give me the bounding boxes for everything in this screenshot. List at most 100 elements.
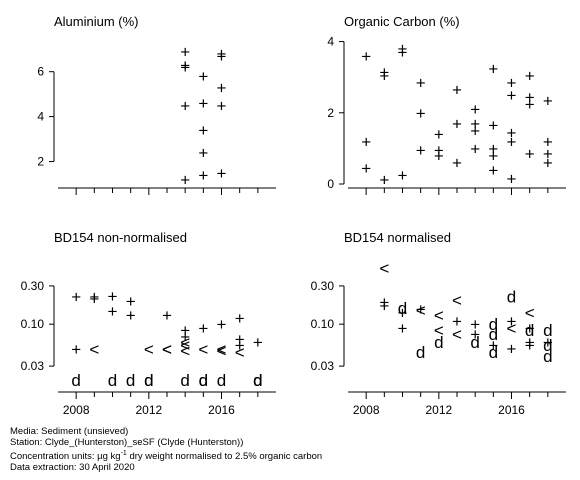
- y-tick-label: 0.03: [311, 359, 335, 373]
- data-point: +: [217, 45, 227, 64]
- data-point: +: [488, 147, 498, 166]
- data-point: +: [398, 303, 408, 322]
- data-point: +: [507, 123, 517, 142]
- data-point: +: [198, 144, 208, 163]
- data-point: +: [543, 132, 553, 151]
- data-point: <: [235, 343, 245, 362]
- data-point: +: [452, 312, 462, 331]
- data-point: +: [108, 287, 118, 306]
- data-point: +: [525, 88, 535, 107]
- data-point: +: [180, 321, 190, 340]
- data-point: +: [379, 171, 389, 190]
- data-point: +: [108, 302, 118, 321]
- data-point: +: [525, 66, 535, 85]
- data-point: <: [198, 340, 208, 359]
- data-point: +: [398, 43, 408, 62]
- data-point: <: [162, 340, 172, 359]
- data-point: +: [180, 56, 190, 75]
- data-point: +: [452, 81, 462, 100]
- y-tick-label: 0: [327, 177, 334, 191]
- data-point: d: [199, 371, 208, 390]
- data-point: d: [144, 371, 153, 390]
- data-point: d: [507, 288, 516, 307]
- panel-title: Organic Carbon (%): [344, 14, 460, 29]
- data-point: +: [452, 114, 462, 133]
- data-point: +: [217, 47, 227, 66]
- data-point: <: [217, 341, 227, 360]
- data-point: +: [543, 91, 553, 110]
- data-point: +: [416, 141, 426, 160]
- data-point: d: [525, 321, 534, 340]
- y-tick-label: 0.10: [311, 317, 335, 331]
- data-point: +: [507, 312, 517, 331]
- data-point: +: [507, 132, 517, 151]
- data-point: +: [198, 67, 208, 86]
- data-point: <: [162, 340, 172, 359]
- x-tick-label: 2016: [498, 403, 525, 417]
- data-point: d: [543, 347, 552, 366]
- data-point: +: [416, 300, 426, 319]
- data-point: +: [525, 95, 535, 114]
- data-point: d: [126, 371, 135, 390]
- data-point: <: [144, 340, 154, 359]
- data-point: +: [379, 297, 389, 316]
- data-point: +: [379, 293, 389, 312]
- data-point: +: [217, 96, 227, 115]
- data-point: +: [488, 59, 498, 78]
- data-point: <: [416, 301, 426, 320]
- data-point: d: [108, 371, 117, 390]
- y-tick-label: 0.03: [21, 359, 45, 373]
- data-point: d: [199, 371, 208, 390]
- panel-bd154-non-normalised: BD154 non-normalised 0.03 0.10 0.30 2008 2012…: [21, 230, 276, 417]
- x-tick-label: 2008: [353, 403, 380, 417]
- data-point: +: [89, 288, 99, 307]
- data-point: +: [488, 336, 498, 355]
- data-point: +: [198, 121, 208, 140]
- data-point: +: [180, 96, 190, 115]
- data-point: d: [398, 299, 407, 318]
- data-point: +: [398, 166, 408, 185]
- data-point: <: [180, 341, 190, 360]
- data-point: <: [452, 325, 462, 344]
- data-point: +: [217, 78, 227, 97]
- data-point: +: [180, 42, 190, 61]
- data-point: +: [71, 288, 81, 307]
- data-point: +: [416, 104, 426, 123]
- panel-aluminium: Aluminium (%)246+++++++++++++++: [37, 14, 276, 195]
- data-point: +: [434, 141, 444, 160]
- data-point: <: [217, 340, 227, 359]
- data-point: +: [543, 154, 553, 173]
- panel-title: Aluminium (%): [54, 14, 139, 29]
- footer-extraction: Data extraction: 30 April 2020: [10, 462, 135, 474]
- footer-station: Station: Clyde_(Hunterston)_seSF (Clyde …: [10, 437, 244, 448]
- data-point: d: [253, 371, 262, 390]
- data-point: +: [525, 333, 535, 352]
- x-tick-label: 2008: [63, 403, 90, 417]
- data-point: +: [434, 147, 444, 166]
- data-point: <: [452, 291, 462, 310]
- y-tick-label: 4: [37, 110, 44, 124]
- data-point: +: [361, 47, 371, 66]
- data-point: <: [180, 333, 190, 352]
- data-point: +: [361, 132, 371, 151]
- footer-media: Media: Sediment (unsieved): [10, 426, 129, 437]
- data-point: +: [126, 292, 136, 311]
- panel-title: BD154 non-normalised: [54, 230, 187, 245]
- data-point: +: [525, 145, 535, 164]
- figure-footer: Media: Sediment (unsieved) Station: Clyd…: [10, 426, 322, 473]
- data-point: d: [489, 343, 498, 362]
- data-point: +: [470, 325, 480, 344]
- data-point: +: [543, 333, 553, 352]
- data-point: d: [470, 333, 479, 352]
- data-point: +: [180, 328, 190, 347]
- data-point: +: [398, 319, 408, 338]
- data-point: +: [488, 116, 498, 135]
- data-point: +: [217, 164, 227, 183]
- data-point: +: [507, 86, 517, 105]
- data-point: d: [489, 325, 498, 344]
- data-point: +: [253, 333, 263, 352]
- x-tick-label: 2016: [208, 403, 235, 417]
- data-point: d: [543, 336, 552, 355]
- data-point: <: [89, 340, 99, 359]
- data-point: +: [217, 315, 227, 334]
